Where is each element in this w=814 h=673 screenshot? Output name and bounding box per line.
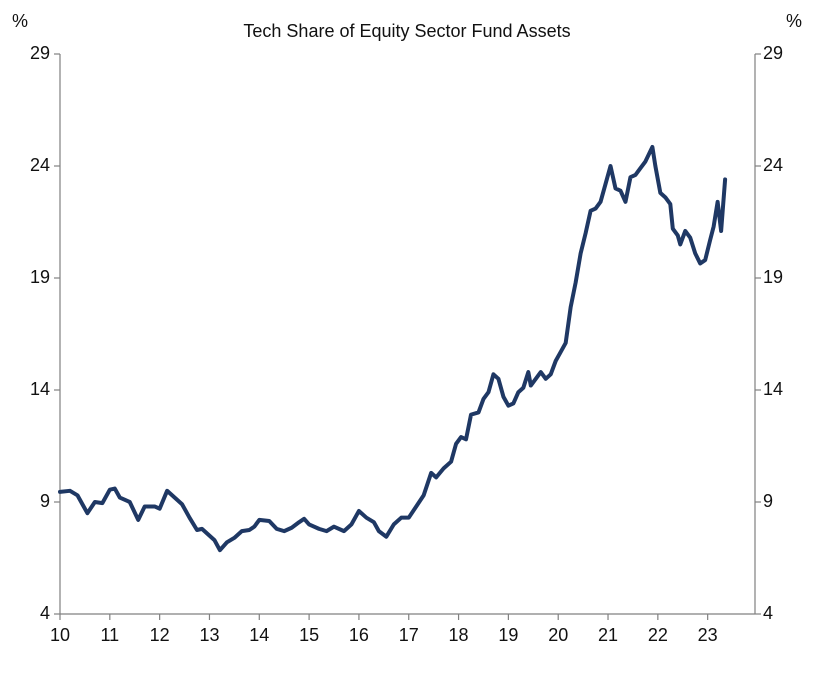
- y-tick-label: 29: [30, 43, 50, 63]
- y2-tick-label: 14: [763, 379, 783, 399]
- x-tick-label: 22: [648, 625, 668, 645]
- x-tick-label: 21: [598, 625, 618, 645]
- x-tick-label: 23: [698, 625, 718, 645]
- x-tick-label: 14: [249, 625, 269, 645]
- y2-tick-label: 19: [763, 267, 783, 287]
- x-tick-label: 10: [50, 625, 70, 645]
- y-tick-label: 9: [40, 491, 50, 511]
- x-tick-label: 17: [399, 625, 419, 645]
- x-tick-label: 20: [548, 625, 568, 645]
- y2-tick-label: 9: [763, 491, 773, 511]
- x-tick-label: 18: [449, 625, 469, 645]
- x-tick-label: 19: [498, 625, 518, 645]
- chart-title: Tech Share of Equity Sector Fund Assets: [243, 21, 570, 41]
- x-tick-label: 16: [349, 625, 369, 645]
- x-tick-label: 12: [150, 625, 170, 645]
- y2-tick-label: 4: [763, 603, 773, 623]
- x-tick-label: 11: [100, 625, 119, 645]
- y-axis-unit: %: [12, 11, 28, 31]
- data-line: [58, 144, 728, 553]
- y2-axis-unit: %: [786, 11, 802, 31]
- y-tick-label: 19: [30, 267, 50, 287]
- y2-tick-label: 29: [763, 43, 783, 63]
- x-tick-label: 13: [199, 625, 219, 645]
- y-tick-label: 4: [40, 603, 50, 623]
- y-tick-label: 24: [30, 155, 50, 175]
- y-tick-label: 14: [30, 379, 50, 399]
- y2-tick-label: 24: [763, 155, 783, 175]
- x-tick-label: 15: [299, 625, 319, 645]
